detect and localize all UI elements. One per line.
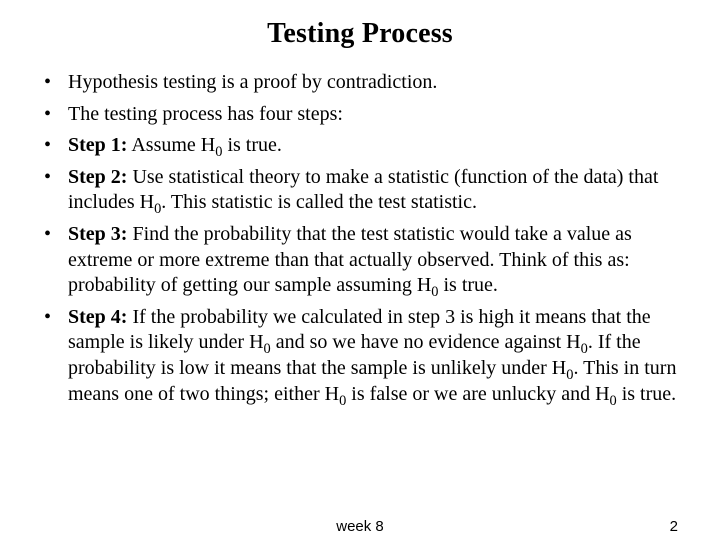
list-item: Step 1: Assume H0 is true.: [40, 133, 680, 159]
subscript: 0: [610, 393, 617, 409]
slide: Testing Process Hypothesis testing is a …: [0, 0, 720, 540]
list-item: Step 3: Find the probability that the te…: [40, 222, 680, 299]
step-label: Step 3:: [68, 223, 127, 245]
bullet-list: Hypothesis testing is a proof by contrad…: [40, 70, 680, 407]
step-label: Step 4:: [68, 306, 127, 328]
bullet-text: is true.: [617, 383, 676, 405]
footer-center-text: week 8: [0, 518, 720, 535]
list-item: Hypothesis testing is a proof by contrad…: [40, 70, 680, 96]
subscript: 0: [264, 341, 271, 357]
bullet-text: . This statistic is called the test stat…: [161, 191, 477, 213]
bullet-text: is false or we are unlucky and H: [346, 383, 609, 405]
subscript: 0: [581, 341, 588, 357]
bullet-text: Find the probability that the test stati…: [68, 223, 632, 296]
step-label: Step 1:: [68, 134, 127, 156]
list-item: Step 4: If the probability we calculated…: [40, 305, 680, 407]
bullet-text: is true.: [438, 274, 497, 296]
slide-title: Testing Process: [40, 18, 680, 50]
bullet-text: and so we have no evidence against H: [271, 331, 581, 353]
list-item: Step 2: Use statistical theory to make a…: [40, 165, 680, 216]
bullet-text: Assume H: [127, 134, 215, 156]
list-item: The testing process has four steps:: [40, 102, 680, 128]
bullet-text: Hypothesis testing is a proof by contrad…: [68, 71, 437, 93]
bullet-text: The testing process has four steps:: [68, 103, 343, 125]
step-label: Step 2:: [68, 166, 127, 188]
page-number: 2: [670, 518, 678, 535]
bullet-text: is true.: [222, 134, 281, 156]
